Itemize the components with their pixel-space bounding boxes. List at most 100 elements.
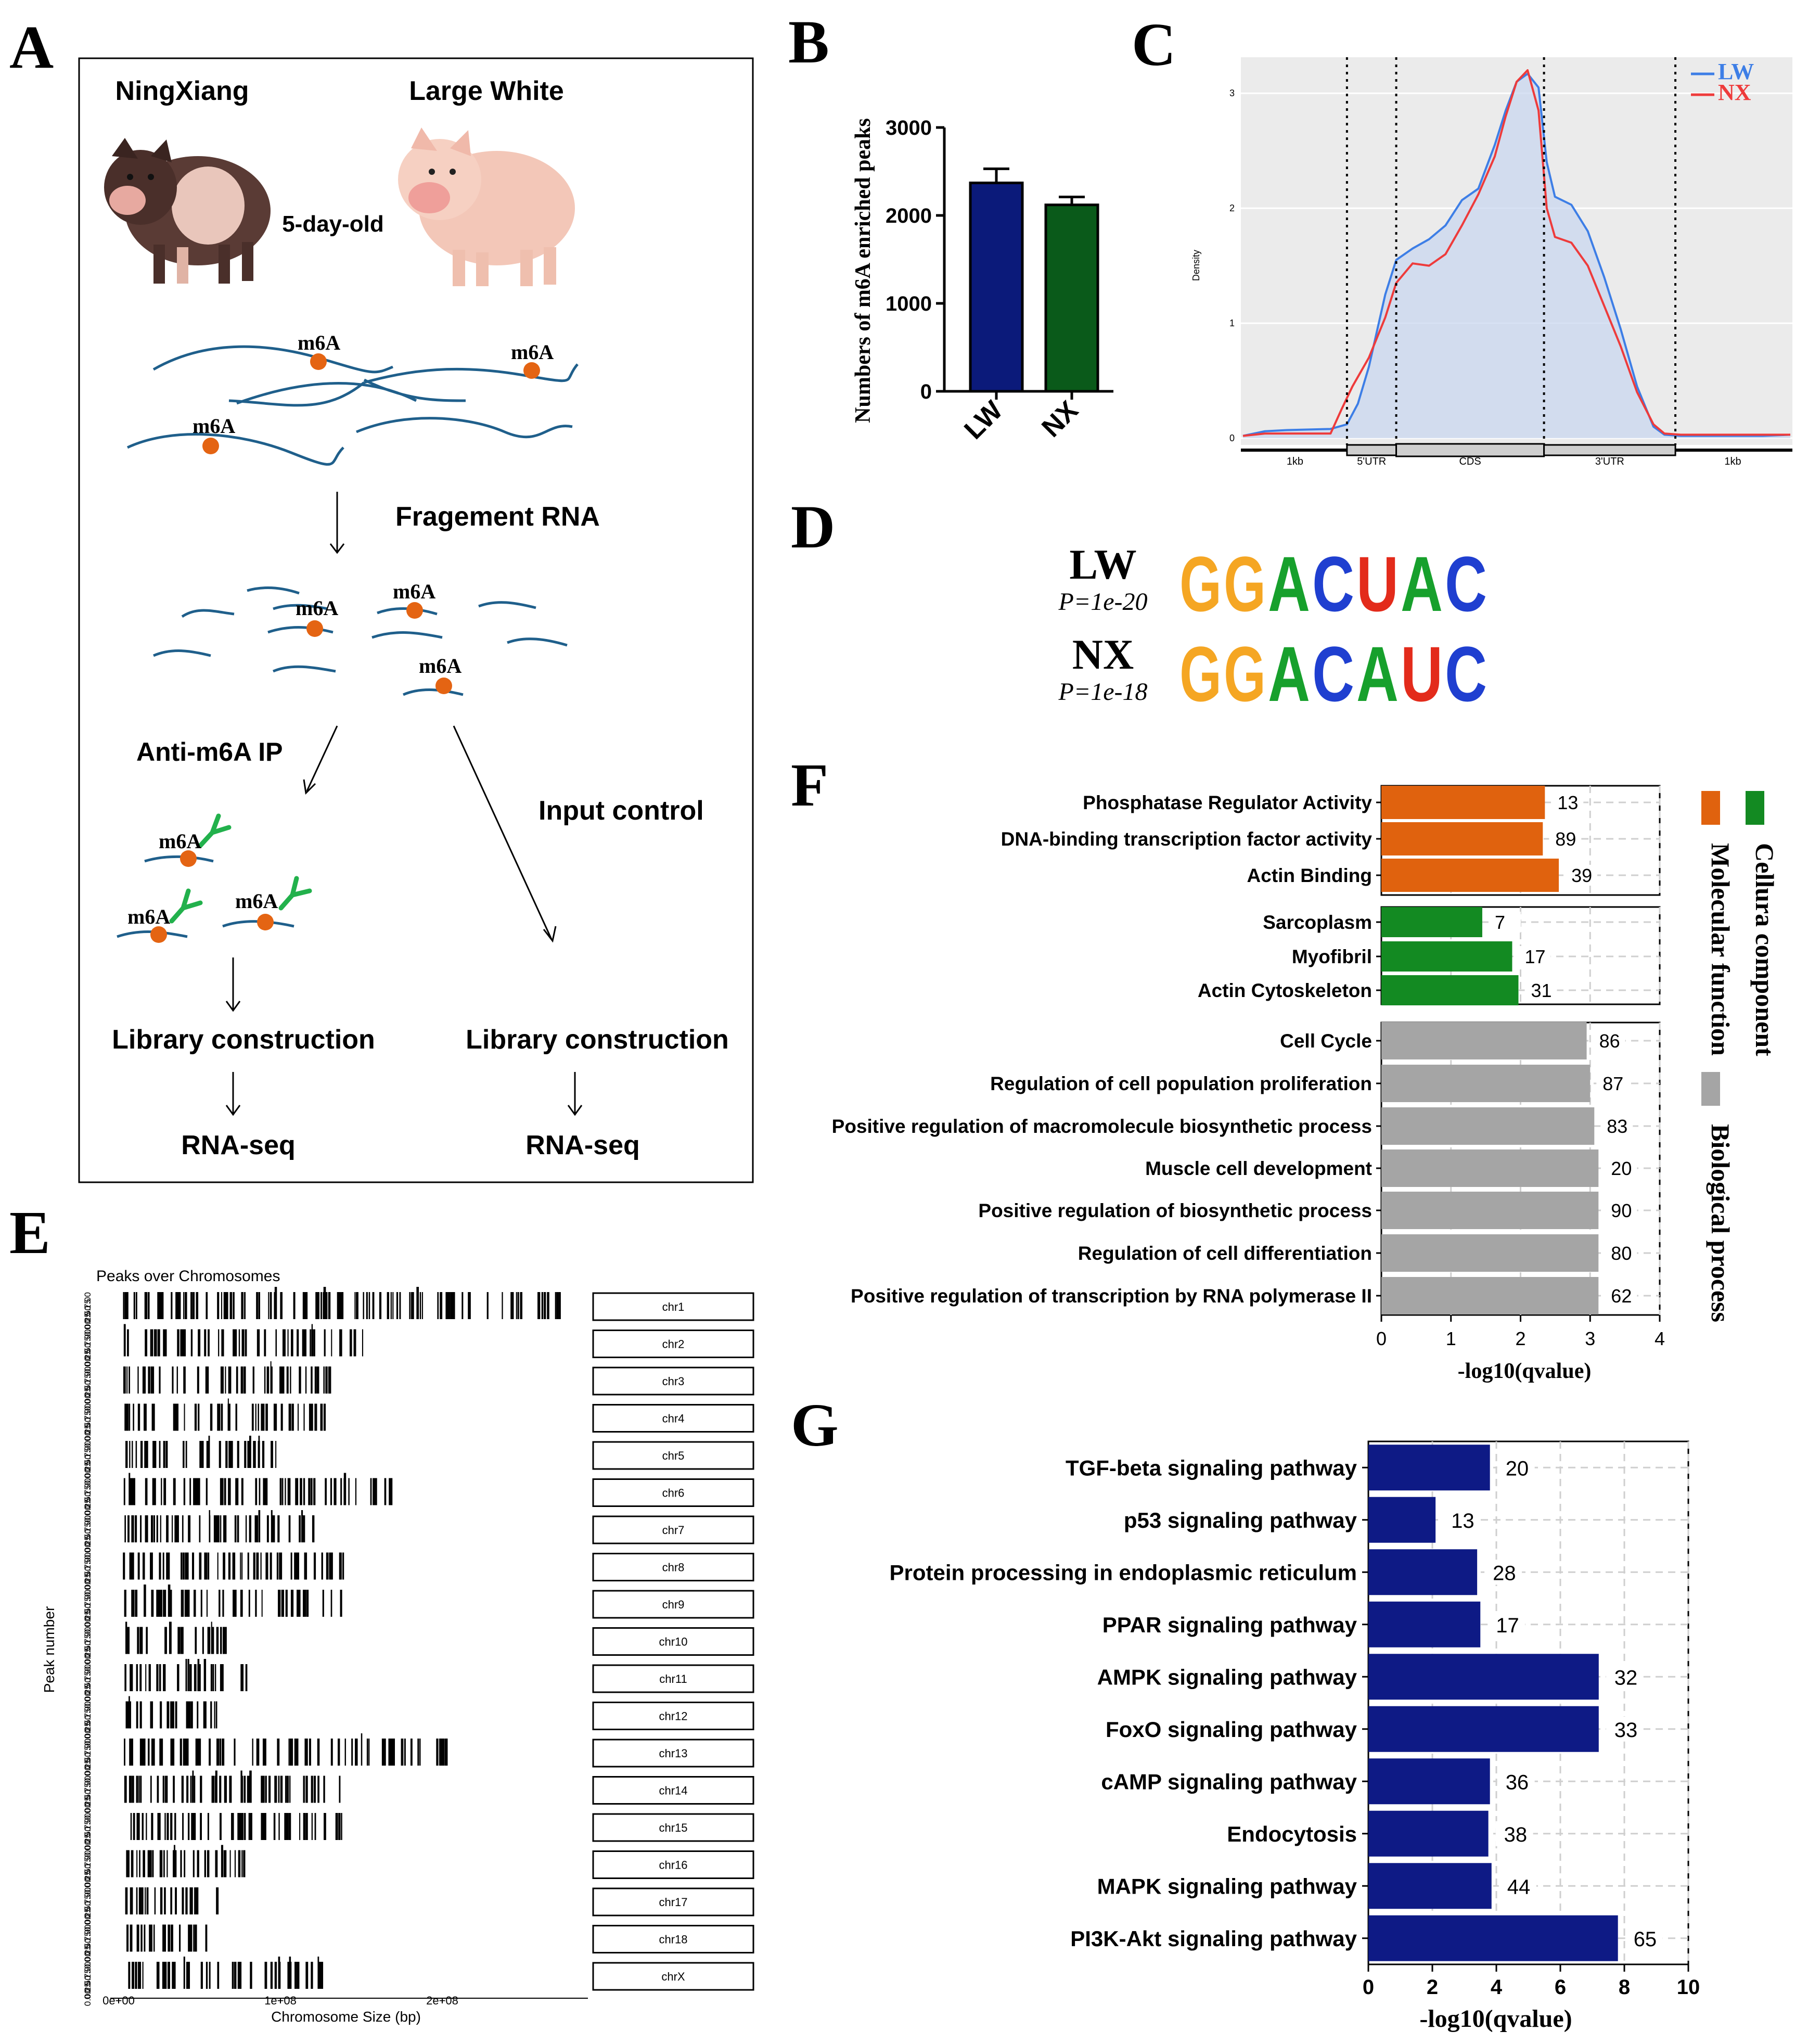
peak-y-tick: 0.00 [83, 1654, 93, 1671]
peak-y-tick: 0.75 [83, 1745, 93, 1762]
panel-c-ylabel: Density [1191, 250, 1201, 281]
motif-pvalue: P=1e-20 [1058, 588, 1148, 616]
go-bar [1381, 1107, 1595, 1145]
peak-y-tick: 0.25 [83, 1647, 93, 1665]
m6a-sites-fragment [306, 602, 452, 694]
peak-y-tick: 0.25 [83, 1945, 93, 1962]
age-label: 5-day-old [282, 211, 384, 237]
chromosome-strip [592, 1850, 754, 1879]
peak-y-tick: 0.75 [83, 1783, 93, 1800]
gene-count-label: 90 [1611, 1200, 1632, 1221]
peak-y-tick: 0.75 [83, 1560, 93, 1577]
segment-label: CDS [1459, 456, 1481, 467]
go-bar [1381, 1065, 1591, 1102]
peak-y-tick: 0.25 [83, 1684, 93, 1702]
x-tick-label: LW [958, 395, 1009, 445]
chromosome-strip [592, 1925, 754, 1953]
chromosome-label: chr9 [662, 1598, 685, 1611]
peak-y-tick: 1.00 [83, 1478, 93, 1496]
peak-y-tick: 0.00 [83, 1803, 93, 1820]
gene-count-label: 31 [1531, 980, 1551, 1001]
peak-y-tick: 1.00 [83, 1776, 93, 1793]
utr3-box [1543, 444, 1676, 456]
count-backdrop [1524, 980, 1557, 1001]
gene-count-label: 13 [1557, 792, 1578, 813]
legend-label: LW [1718, 59, 1754, 84]
m6a-label: m6A [296, 596, 338, 620]
segment-label: 5'UTR [1357, 456, 1386, 467]
peak-y-tick: 0.00 [83, 1542, 93, 1560]
gene-count-label: 36 [1506, 1771, 1529, 1794]
peak-y-tick: 1.00 [83, 1404, 93, 1421]
peak-y-tick: 0.00 [83, 1580, 93, 1597]
panel-e: E Peaks over Chromosomes Peak number Chr… [9, 1198, 754, 2025]
kegg-bar [1368, 1445, 1490, 1491]
peak-y-tick: 0.50 [83, 1566, 93, 1583]
panel-g-xlabel: -log10(qvalue) [1419, 2005, 1572, 2033]
count-backdrop [1606, 1716, 1644, 1742]
peak-y-tick: 0.75 [83, 1969, 93, 1986]
gene-count-label: 86 [1599, 1030, 1620, 1052]
chromosome-label: chr11 [659, 1672, 687, 1685]
count-backdrop [1625, 1925, 1663, 1951]
m6a-label: m6A [235, 889, 278, 913]
peak-y-tick: 0.50 [83, 1864, 93, 1881]
gene-count-label: 7 [1495, 912, 1505, 933]
chromosome-strip [592, 1515, 754, 1544]
x-tick-label: 2 [1427, 1976, 1438, 1999]
m6a-label: m6A [419, 654, 461, 678]
chromosome-label: chrX [661, 1970, 685, 1983]
panel-letter-g: G [791, 1391, 839, 1459]
x-tick-label: 0e+00 [102, 1994, 135, 2007]
count-backdrop [1605, 1200, 1637, 1221]
panel-letter-f: F [791, 751, 828, 819]
peak-y-tick: 0.25 [83, 1499, 93, 1516]
segment-label: 1kb [1724, 456, 1741, 467]
panel-b: B Numbers of m6A enriched peaks 0 1000 200… [788, 8, 1113, 445]
peak-y-tick: 0.00 [83, 1319, 93, 1336]
peak-y-tick: 0.50 [83, 1454, 93, 1472]
motif-letter: A [1268, 630, 1310, 718]
peak-y-tick: 0.25 [83, 1424, 93, 1441]
count-backdrop [1593, 1030, 1625, 1051]
peak-y-tick: 0.25 [83, 1350, 93, 1367]
count-backdrop [1497, 1455, 1535, 1480]
m6a-label: m6A [193, 414, 235, 438]
legend-label-molecular-function: Molecular function [1706, 843, 1735, 1056]
kegg-bar [1368, 1497, 1436, 1543]
chromosome-strip [592, 1627, 754, 1656]
gene-count-label: 89 [1555, 828, 1576, 850]
go-bar [1381, 1149, 1599, 1187]
count-backdrop [1495, 1821, 1533, 1846]
peak-y-tick: 0.50 [83, 1417, 93, 1435]
input-control-label: Input control [538, 796, 704, 826]
peak-y-tick: 0.50 [83, 1975, 93, 1992]
peak-y-tick: 0.00 [83, 1431, 93, 1448]
chromosome-strip [592, 1330, 754, 1358]
motif-letter: G [1179, 630, 1222, 718]
count-backdrop [1488, 1612, 1525, 1637]
peak-y-tick: 1.00 [83, 1330, 93, 1347]
gene-count-label: 39 [1571, 865, 1592, 886]
ningxiang-pig-illustration [104, 138, 271, 284]
library-construction-ip: Library construction [112, 1025, 375, 1055]
go-term-label: Sarcoplasm [1263, 912, 1372, 933]
peak-y-tick: 0.00 [83, 1691, 93, 1708]
peak-y-tick: 0.00 [83, 1357, 93, 1374]
go-term-label: Positive regulation of macromolecule bio… [832, 1116, 1372, 1137]
peak-y-tick: 0.00 [83, 1877, 93, 1895]
panel-letter-a: A [9, 13, 54, 81]
y-tick-label: 2000 [886, 205, 932, 227]
chromosome-strip [592, 1404, 754, 1433]
chromosome-label: chr3 [662, 1375, 685, 1388]
m6a-label: m6A [393, 580, 435, 603]
motif-letter: C [1445, 540, 1487, 628]
peak-y-tick: 0.50 [83, 1938, 93, 1956]
peak-y-tick: 0.00 [83, 1468, 93, 1485]
peak-y-tick: 0.25 [83, 1833, 93, 1850]
peak-y-tick: 1.00 [83, 1813, 93, 1830]
peak-y-tick: 0.75 [83, 1373, 93, 1390]
m6a-sites-ip [150, 850, 274, 943]
chromosome-label: chr18 [659, 1933, 687, 1946]
